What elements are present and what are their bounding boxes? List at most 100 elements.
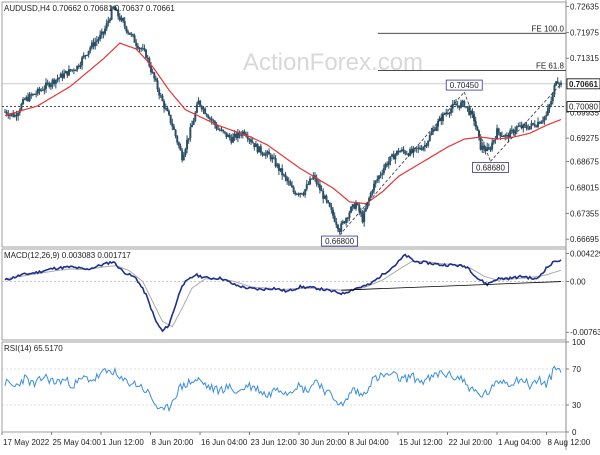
- candle-body: [33, 93, 36, 95]
- candle-body: [350, 206, 353, 213]
- candle-body: [361, 213, 364, 223]
- rsi-tick-label: 0: [572, 428, 577, 437]
- candle-body: [104, 28, 107, 34]
- candle-body: [405, 153, 408, 155]
- candle-body: [71, 69, 74, 71]
- rsi-tick-label: 30: [572, 401, 581, 410]
- candle-body: [94, 41, 97, 47]
- candle-body: [481, 145, 484, 150]
- candle-body: [22, 99, 25, 104]
- candle-body: [540, 121, 543, 124]
- candle-body: [304, 189, 307, 195]
- macd-tick-label: 0.004229: [570, 249, 600, 258]
- candle-body: [543, 116, 546, 121]
- candle-body: [458, 105, 461, 108]
- macd-signal-line: [4, 261, 562, 328]
- rsi-frame: [1, 341, 567, 433]
- candle-body: [82, 55, 85, 58]
- candle-body: [313, 175, 316, 178]
- candle-body: [394, 154, 397, 160]
- price-tick-label: 0.68675: [570, 158, 599, 167]
- macd-tick-label: 0.00: [570, 278, 586, 287]
- candle-body: [131, 34, 134, 36]
- macd-frame: [1, 248, 567, 341]
- time-axis: 17 May 2022 25 May 04:00 1 Jun 12:00 8 Jun …: [1, 432, 591, 447]
- candle-body: [287, 181, 290, 183]
- time-tick-label: 8 Jun 20:00: [152, 438, 194, 447]
- candle-body: [123, 21, 126, 27]
- price-annotation-box: [472, 162, 509, 173]
- candle-body: [25, 97, 28, 100]
- candle-body: [336, 224, 339, 230]
- candle-body: [414, 147, 417, 149]
- candle-body: [399, 151, 402, 153]
- candle-body: [430, 132, 433, 136]
- candle-body: [502, 136, 505, 138]
- candle-body: [236, 132, 239, 139]
- candle-body: [515, 126, 518, 131]
- candle-body: [468, 107, 471, 115]
- candle-body: [500, 135, 503, 137]
- candle-body: [448, 113, 451, 115]
- candle-body: [548, 104, 551, 109]
- candle-body: [63, 73, 66, 78]
- candle-body: [333, 215, 336, 222]
- macd-panel: [2, 253, 566, 333]
- candle-body: [560, 82, 562, 85]
- chart-title: AUDUSD,H4 0.70662 0.70681 0.70637 0.7066…: [4, 4, 175, 13]
- candle-body: [291, 185, 294, 188]
- candle-body: [335, 221, 338, 225]
- candle-body: [228, 135, 231, 138]
- candle-body: [35, 93, 38, 95]
- candle-body: [441, 113, 444, 122]
- candle-body: [289, 182, 292, 186]
- macd-axis-ticks: 0.004229 0.00 -0.007633: [566, 249, 600, 337]
- candle-body: [354, 203, 357, 209]
- candle-body: [181, 150, 184, 161]
- candle-body: [432, 129, 435, 133]
- candle-body: [136, 45, 139, 49]
- candle-body: [537, 121, 540, 127]
- candle-body: [309, 178, 312, 185]
- candle-body: [325, 195, 328, 201]
- candle-body: [463, 100, 466, 107]
- candle-body: [310, 178, 313, 180]
- candle-body: [179, 145, 182, 151]
- rsi-tick-label: 100: [572, 338, 586, 347]
- candle-body: [120, 18, 123, 21]
- candle-body: [492, 140, 495, 143]
- candle-body: [346, 217, 349, 219]
- candle-body: [207, 115, 210, 119]
- candle-body: [484, 149, 487, 151]
- price-tick-label: 0.72635: [570, 3, 599, 12]
- candle-body: [558, 83, 561, 85]
- candle-body: [107, 20, 110, 24]
- candle-body: [100, 31, 103, 35]
- candle-body: [172, 126, 175, 130]
- candle-body: [225, 132, 228, 137]
- candle-body: [84, 55, 87, 57]
- candle-body: [256, 144, 259, 153]
- candle-body: [45, 82, 48, 89]
- candle-body: [541, 120, 544, 122]
- candle-body: [307, 184, 310, 186]
- time-tick-label: 30 Jun 20:00: [300, 438, 347, 447]
- candle-body: [435, 126, 438, 131]
- candle-body: [200, 105, 203, 110]
- candle-body: [187, 138, 190, 140]
- candle-body: [117, 9, 120, 17]
- candle-body: [538, 121, 541, 124]
- candle-body: [523, 124, 526, 126]
- candle-body: [41, 89, 44, 91]
- candle-body: [359, 211, 362, 214]
- candle-body: [323, 195, 326, 199]
- moving-average-line: [4, 42, 562, 205]
- candle-body: [284, 174, 287, 178]
- candle-body: [230, 137, 233, 143]
- candle-body: [217, 128, 220, 130]
- dashed-trend-segment: [463, 91, 491, 162]
- candle-body: [555, 81, 558, 86]
- candle-body: [146, 57, 149, 59]
- candle-body: [371, 190, 374, 193]
